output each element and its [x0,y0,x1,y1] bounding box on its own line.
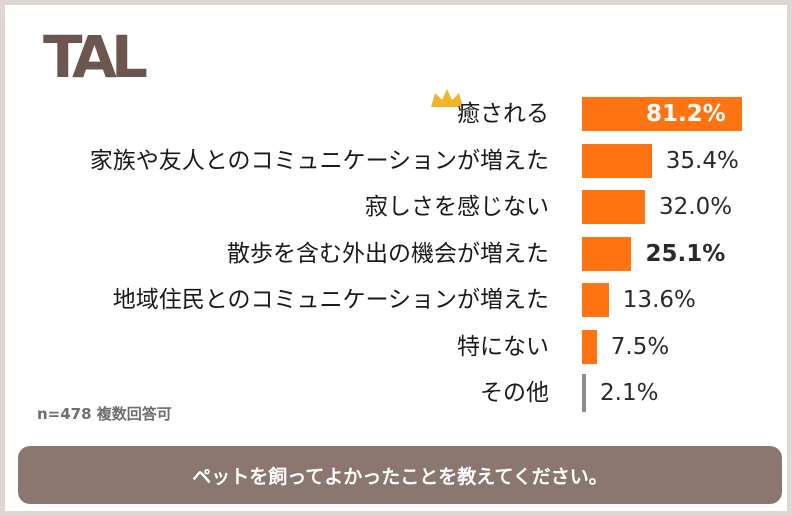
category-label: 癒される [457,101,549,127]
category-label: 家族や友人とのコミュニケーションが増えた [89,147,549,174]
category-label: 寂しさを感じない [365,194,549,220]
value-label: 13.6% [622,287,696,313]
bar [582,374,586,412]
value-label: 32.0% [659,194,733,220]
bar [582,236,632,271]
bar [582,97,742,131]
logo-text: TAL [43,23,148,91]
category-label: 特にない [457,333,549,360]
crown-icon [431,89,463,107]
value-label: 25.1% [645,240,726,267]
category-label: 地域住民とのコミュニケーションが増えた [112,287,549,313]
tal-logo: TAL [23,19,148,89]
value-label: 2.1% [600,380,659,406]
bar [582,190,646,224]
value-label: 81.2% [646,101,726,127]
category-label: その他 [480,380,549,406]
bar [582,329,597,364]
bar [582,143,652,178]
sample-note: n=478 複数回答可 [37,405,172,423]
category-label: 散歩を含む外出の機会が増えた [227,240,549,267]
value-label: 7.5% [610,333,670,360]
question-text: ペットを飼ってよかったことを教えてください。 [192,465,608,488]
question-banner: ペットを飼ってよかったことを教えてください。 [18,446,782,504]
bar [582,283,609,317]
value-label: 35.4% [665,147,739,174]
